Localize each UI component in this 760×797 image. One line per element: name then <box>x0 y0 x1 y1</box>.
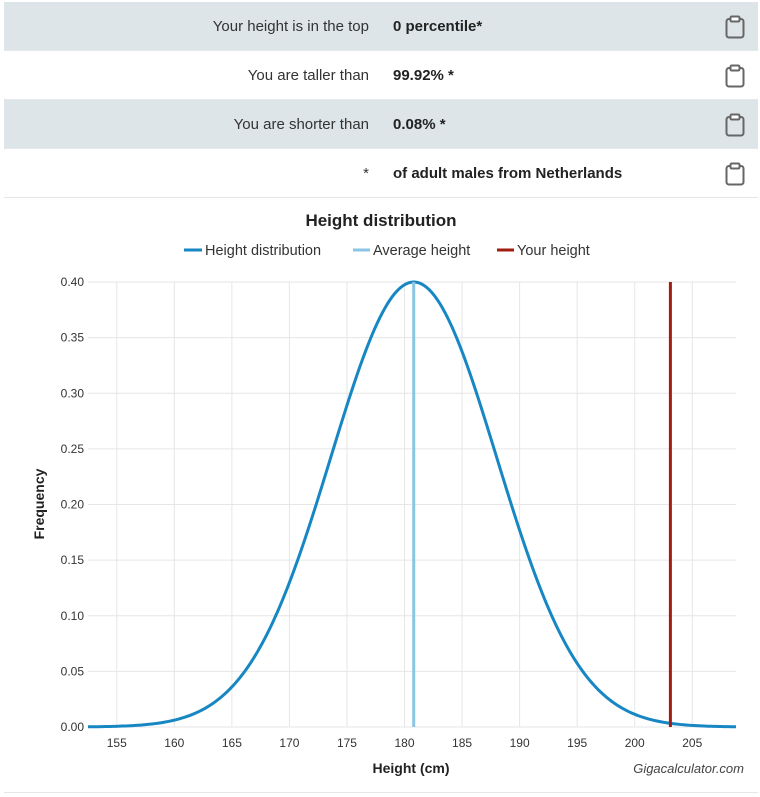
taller-value: 99.92% * <box>393 66 454 84</box>
y-axis-title: Frequency <box>31 468 47 539</box>
result-row-taller: You are taller than 99.92% * <box>4 51 758 100</box>
y-tick-label: 0.30 <box>61 386 85 400</box>
chart-title: Height distribution <box>305 211 456 230</box>
population-label: * <box>363 164 369 182</box>
chart-svg: Height distribution Height distribution … <box>31 211 744 776</box>
y-tick-label: 0.40 <box>61 275 85 289</box>
legend-item-distribution[interactable]: Height distribution <box>184 243 321 259</box>
y-tick-label: 0.20 <box>61 498 85 512</box>
population-value: of adult males from Netherlands <box>393 164 623 182</box>
y-tick-label: 0.25 <box>61 442 85 456</box>
x-tick-label: 160 <box>164 736 184 750</box>
shorter-label: You are shorter than <box>233 115 369 133</box>
clipboard-icon[interactable] <box>724 162 746 186</box>
distribution-curve <box>87 280 737 729</box>
y-tick-label: 0.00 <box>61 720 85 734</box>
result-row-percentile: Your height is in the top 0 percentile* <box>4 2 758 51</box>
clipboard-icon[interactable] <box>724 15 746 39</box>
shorter-value: 0.08% * <box>393 115 446 133</box>
x-tick-label: 195 <box>567 736 587 750</box>
results-table: Your height is in the top 0 percentile* … <box>4 2 758 198</box>
y-tick-label: 0.15 <box>61 553 85 567</box>
x-tick-label: 200 <box>625 736 645 750</box>
legend-item-your-height[interactable]: Your height <box>497 243 590 259</box>
x-axis-title: Height (cm) <box>373 760 450 776</box>
x-tick-label: 190 <box>510 736 530 750</box>
taller-label: You are taller than <box>247 66 369 84</box>
result-row-shorter: You are shorter than 0.08% * <box>4 100 758 149</box>
x-tick-label: 205 <box>682 736 702 750</box>
x-tick-label: 175 <box>337 736 357 750</box>
y-tick-label: 0.05 <box>61 664 85 678</box>
clipboard-icon[interactable] <box>724 113 746 137</box>
clipboard-icon[interactable] <box>724 64 746 88</box>
height-distribution-chart: Height distribution Height distribution … <box>4 196 758 793</box>
y-tick-label: 0.35 <box>61 331 85 345</box>
legend-item-average[interactable]: Average height <box>353 243 470 259</box>
result-row-population: * of adult males from Netherlands <box>4 149 758 198</box>
x-tick-label: 165 <box>222 736 242 750</box>
legend-label-your-height: Your height <box>517 243 590 259</box>
legend-label-average: Average height <box>373 243 470 259</box>
percentile-label: Your height is in the top <box>212 17 369 35</box>
x-tick-label: 170 <box>279 736 299 750</box>
legend-label-distribution: Height distribution <box>205 243 321 259</box>
legend: Height distribution Average height Your … <box>184 243 590 259</box>
percentile-value: 0 percentile* <box>393 17 483 35</box>
y-tick-labels: 0.00 0.05 0.10 0.15 0.20 0.25 0.30 0.35 0.40 <box>61 275 85 734</box>
x-tick-label: 155 <box>107 736 127 750</box>
x-tick-labels: 155 160 165 170 175 180 185 190 195 200 205 <box>107 736 703 750</box>
x-tick-label: 185 <box>452 736 472 750</box>
grid <box>88 281 736 728</box>
watermark: Gigacalculator.com <box>633 761 744 776</box>
y-tick-label: 0.10 <box>61 609 85 623</box>
x-tick-label: 180 <box>395 736 415 750</box>
